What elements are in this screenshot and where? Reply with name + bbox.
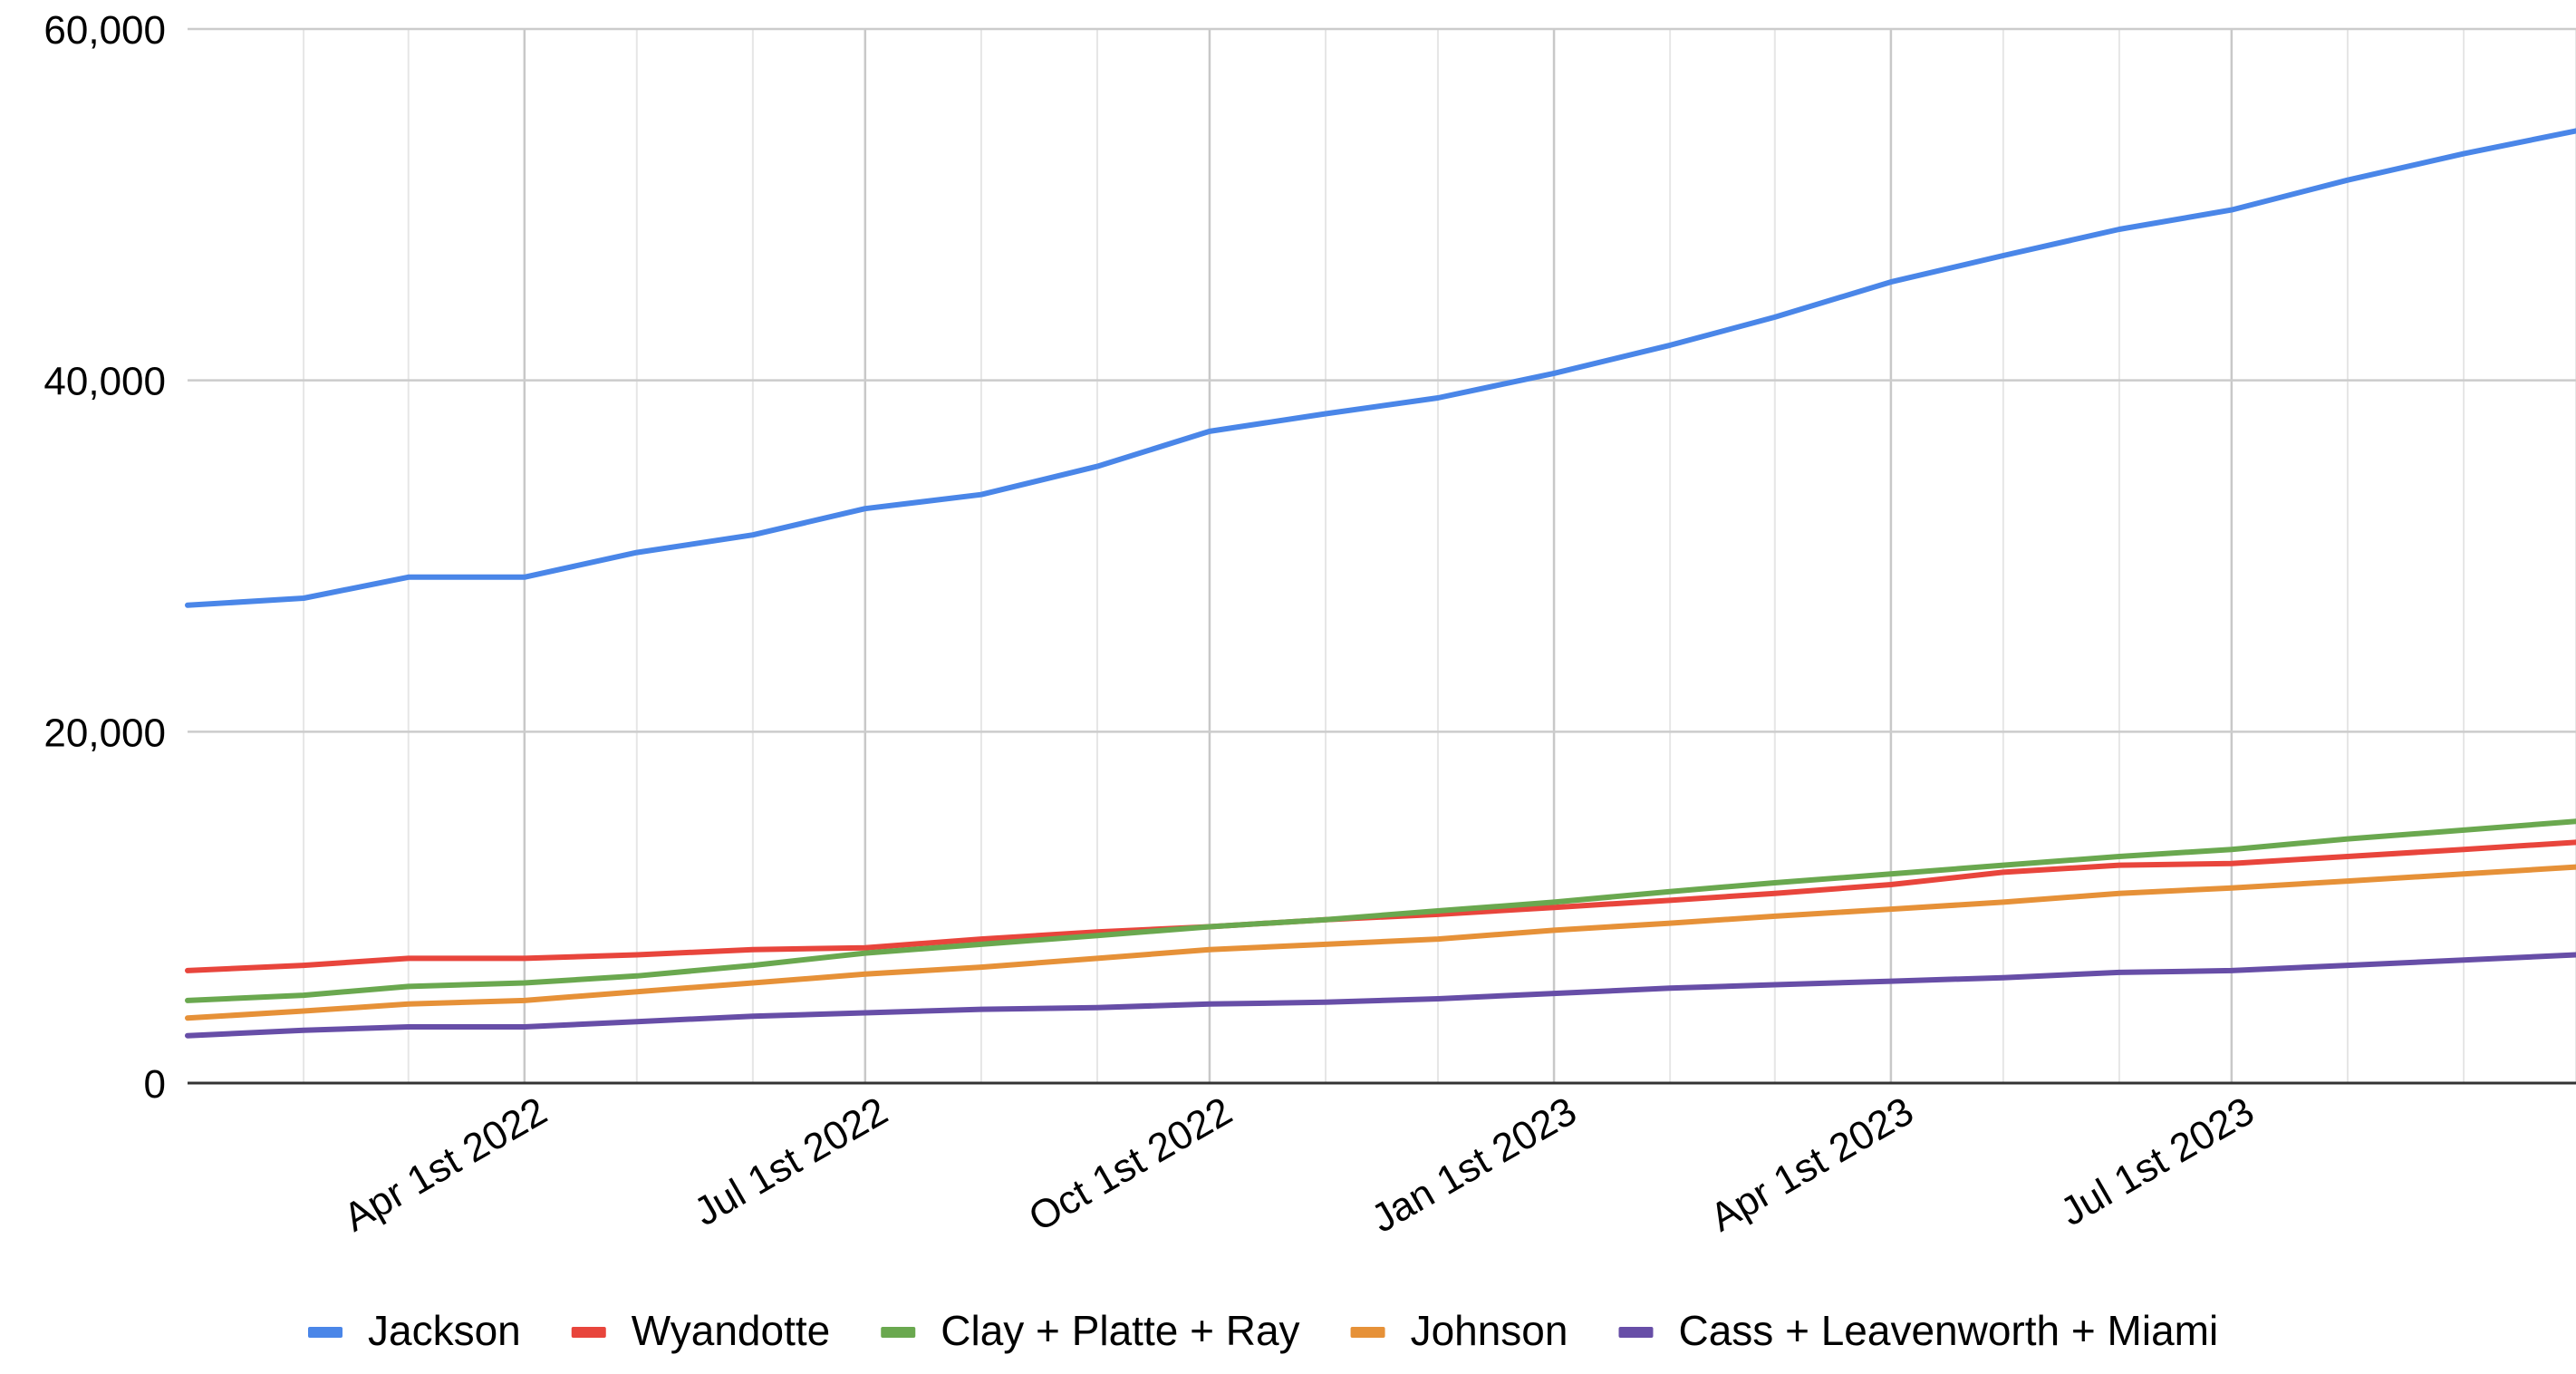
x-tick-label: Apr 1st 2023 — [1703, 1089, 1921, 1240]
legend-swatch-icon — [881, 1327, 916, 1338]
legend-item: Wyandotte — [571, 1307, 831, 1354]
x-axis: Apr 1st 2022 Jul 1st 2022 Oct 1st 2022 Jan … — [188, 1081, 2576, 1242]
legend-label: Cass + Leavenworth + Miami — [1678, 1307, 2218, 1354]
legend-item: Jackson — [308, 1307, 521, 1354]
series-lines — [185, 128, 2576, 1039]
legend: Jackson Wyandotte Clay + Platte + Ray Johns… — [308, 1307, 2218, 1354]
y-axis: 0 20,000 40,000 60,000 — [43, 8, 166, 1107]
legend-label: Clay + Platte + Ray — [941, 1307, 1299, 1354]
series-line — [185, 818, 2576, 1003]
legend-label: Jackson — [368, 1307, 521, 1354]
legend-label: Wyandotte — [632, 1307, 831, 1354]
y-tick-label: 60,000 — [43, 8, 166, 53]
grid-lines — [188, 27, 2576, 1083]
legend-swatch-icon — [1618, 1327, 1654, 1338]
legend-item: Clay + Platte + Ray — [881, 1307, 1300, 1354]
x-tick-label: Jul 1st 2023 — [2053, 1089, 2262, 1234]
x-tick-label: Jan 1st 2023 — [1364, 1089, 1584, 1241]
x-tick-label: Oct 1st 2022 — [1021, 1089, 1240, 1240]
y-tick-label: 0 — [144, 1062, 166, 1107]
legend-item: Cass + Leavenworth + Miami — [1618, 1307, 2218, 1354]
series-line — [185, 839, 2576, 973]
x-tick-label: Apr 1st 2022 — [336, 1089, 555, 1240]
series-line — [185, 952, 2576, 1039]
legend-label: Johnson — [1411, 1307, 1568, 1354]
y-tick-label: 20,000 — [43, 711, 166, 755]
legend-swatch-icon — [571, 1327, 606, 1338]
x-tick-label: Jul 1st 2022 — [687, 1089, 895, 1234]
y-tick-label: 40,000 — [43, 360, 166, 404]
legend-swatch-icon — [1350, 1327, 1385, 1338]
legend-item: Johnson — [1350, 1307, 1568, 1354]
series-line — [185, 128, 2576, 608]
series-line — [185, 864, 2576, 1021]
legend-swatch-icon — [308, 1327, 343, 1338]
